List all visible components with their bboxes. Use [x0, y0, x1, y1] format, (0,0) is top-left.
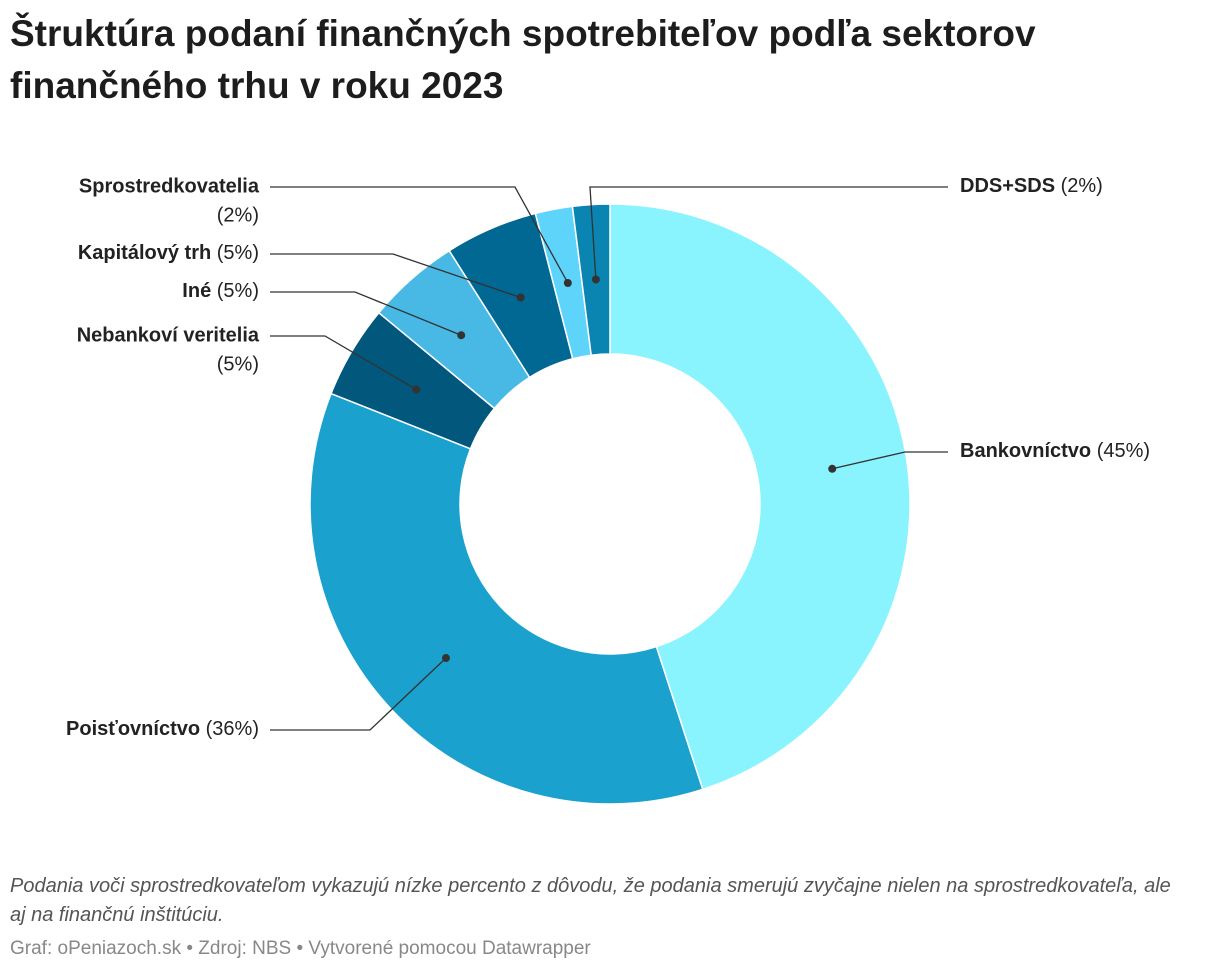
slice-label: Kapitálový trh (5%) — [78, 242, 259, 264]
slice-label: Poisťovníctvo (36%) — [66, 718, 259, 740]
leader-line — [270, 335, 417, 391]
category-label: Sprostredkovatelia — [79, 175, 260, 197]
value-label: (45%) — [1097, 440, 1150, 462]
note: Podania voči sprostredkovateľom vykazujú… — [10, 875, 1171, 926]
leader-line — [589, 186, 948, 280]
value-label: (5%) — [217, 242, 259, 264]
category-label: Nebankoví veritelia — [77, 324, 260, 346]
category-label: Poisťovníctvo — [66, 718, 200, 740]
value-label: (5%) — [217, 353, 259, 375]
leader-line — [270, 186, 569, 284]
value-label: (5%) — [217, 280, 259, 302]
leader-line — [270, 253, 521, 299]
value-label: (36%) — [206, 718, 259, 740]
chart-title: Štruktúra podaní finančných spotrebiteľo… — [10, 13, 1036, 106]
slice-label: Bankovníctvo (45%) — [960, 440, 1150, 462]
category-label: DDS+SDS — [960, 175, 1055, 197]
value-label: (2%) — [217, 204, 259, 226]
leader-dot — [412, 385, 421, 394]
slice — [309, 392, 704, 805]
leader-line — [270, 291, 462, 336]
leader-dot — [591, 275, 600, 284]
leader-line — [832, 451, 948, 470]
slice — [609, 203, 911, 791]
category-label: Bankovníctvo — [960, 440, 1091, 462]
chart: Bankovníctvo (45%) Poisťovníctvo (36%) Neb… — [66, 175, 1150, 805]
category-label: Kapitálový trh — [78, 242, 211, 264]
leader-dot — [441, 654, 450, 663]
leader-dot — [563, 278, 572, 287]
leader-dot — [828, 464, 837, 473]
slice-label: Iné (5%) — [182, 280, 259, 302]
leader-dot — [516, 293, 525, 302]
slice-label: DDS+SDS (2%) — [960, 175, 1103, 197]
value-label: (2%) — [1061, 175, 1103, 197]
leader-line — [270, 657, 447, 731]
category-label: Iné — [182, 280, 211, 302]
leader-dot — [457, 331, 466, 340]
slice — [571, 203, 611, 357]
credit: Graf: oPeniazoch.sk • Zdroj: NBS • Vytvo… — [10, 938, 591, 959]
